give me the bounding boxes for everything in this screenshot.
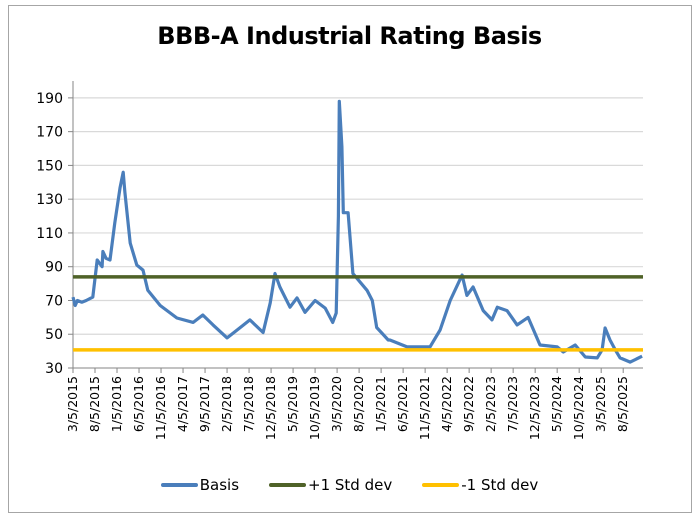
x-tick-label: 6/5/2021: [395, 376, 410, 432]
series-line-basis: [71, 99, 643, 364]
legend: Basis +1 Std dev -1 Std dev: [0, 476, 699, 494]
x-tick-label: 5/5/2024: [549, 376, 564, 432]
x-tick-label: 12/5/2023: [527, 376, 542, 440]
legend-item-plus-std: +1 Std dev: [269, 476, 392, 494]
x-tick-label: 4/5/2022: [439, 376, 454, 432]
legend-swatch-plus-std: [269, 483, 307, 487]
legend-swatch-minus-std: [422, 483, 460, 487]
legend-swatch-basis: [160, 483, 198, 487]
y-tick-label: 150: [36, 158, 63, 174]
x-tick-label: 11/5/2016: [153, 376, 168, 440]
x-tick-label: 8/5/2025: [615, 376, 630, 432]
x-tick-label: 10/5/2019: [307, 376, 322, 440]
y-tick-label: 90: [45, 260, 63, 276]
legend-label: Basis: [199, 476, 240, 494]
y-tick-label: 130: [36, 192, 63, 208]
x-tick-label: 3/5/2020: [329, 376, 344, 432]
legend-item-minus-std: -1 Std dev: [422, 476, 538, 494]
x-tick-label: 7/5/2018: [241, 376, 256, 432]
x-tick-label: 3/5/2015: [65, 376, 80, 432]
x-tick-label: 6/5/2016: [131, 376, 146, 432]
x-tick-label: 7/5/2023: [505, 376, 520, 432]
y-tick-label: 170: [36, 125, 63, 141]
x-tick-label: 11/5/2021: [417, 376, 432, 440]
chart-frame: [8, 5, 692, 513]
x-tick-label: 2/5/2018: [219, 376, 234, 432]
y-tick-label: 110: [36, 226, 63, 242]
x-tick-label: 10/5/2024: [571, 376, 586, 440]
x-tick-label: 1/5/2021: [373, 376, 388, 432]
x-tick-label: 8/5/2015: [87, 376, 102, 432]
x-tick-label: 9/5/2017: [197, 376, 212, 432]
legend-label: -1 Std dev: [461, 476, 539, 494]
x-tick-label: 9/5/2022: [461, 376, 476, 432]
y-tick-label: 30: [45, 361, 63, 377]
y-tick-label: 50: [45, 327, 63, 343]
legend-label: +1 Std dev: [308, 476, 393, 494]
legend-item-basis: Basis: [160, 476, 240, 494]
x-tick-label: 4/5/2017: [175, 376, 190, 432]
x-tick-label: 3/5/2025: [593, 376, 608, 432]
x-tick-label: 8/5/2020: [351, 376, 366, 432]
x-tick-label: 2/5/2023: [483, 376, 498, 432]
x-tick-label: 5/5/2019: [285, 376, 300, 432]
chart-title: BBB-A Industrial Rating Basis: [157, 22, 542, 50]
x-tick-label: 1/5/2016: [109, 376, 124, 432]
x-tick-label: 12/5/2018: [263, 376, 278, 440]
y-tick-label: 70: [45, 293, 63, 309]
y-tick-label: 190: [36, 91, 63, 107]
